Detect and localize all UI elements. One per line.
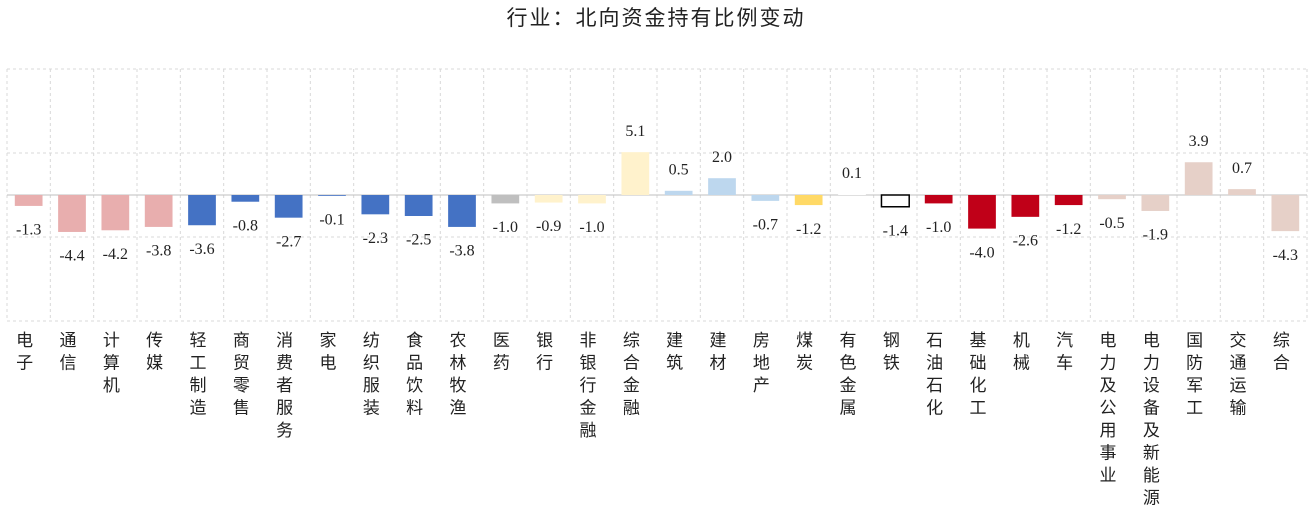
bar	[751, 195, 780, 201]
data-label: 0.7	[1232, 160, 1252, 177]
data-label: 2.0	[712, 149, 732, 166]
bar	[534, 195, 563, 203]
data-label: 0.1	[842, 165, 862, 182]
bar	[318, 195, 346, 196]
bar	[1228, 189, 1256, 195]
data-label: 3.9	[1189, 133, 1209, 150]
x-tick-label: 电力及公用事业	[1100, 331, 1117, 485]
x-tick-label: 基础化工	[970, 331, 987, 418]
data-label: -1.0	[579, 219, 604, 236]
x-tick-label: 钢铁	[883, 331, 900, 373]
data-label: -0.9	[536, 218, 561, 235]
bar	[101, 195, 130, 231]
data-label: -1.9	[1143, 227, 1168, 244]
data-label: -4.4	[59, 248, 84, 265]
data-label: -1.2	[796, 221, 821, 238]
bar	[880, 194, 910, 208]
x-tick-label: 通信	[60, 331, 77, 373]
data-label: -1.4	[883, 222, 908, 239]
bar	[578, 195, 606, 204]
data-label: -0.1	[319, 212, 344, 229]
bar	[708, 178, 736, 195]
data-label: -4.3	[1273, 247, 1298, 264]
bar	[231, 195, 260, 202]
data-label: -1.3	[16, 222, 41, 239]
x-tick-label: 电力设备及新能源	[1143, 331, 1160, 508]
data-label: -0.5	[1099, 215, 1124, 232]
x-tick-label: 电子	[16, 331, 33, 373]
x-tick-label: 非银行金融	[580, 331, 597, 440]
data-label: 5.1	[625, 123, 645, 140]
x-tick-label: 煤炭	[796, 331, 813, 373]
data-label: -1.2	[1056, 221, 1081, 238]
bar	[404, 195, 433, 216]
bar	[274, 195, 303, 218]
bar	[968, 195, 996, 229]
x-tick-label: 消费者服务	[276, 331, 293, 440]
x-tick-label: 机械	[1013, 331, 1030, 373]
data-label: 0.5	[669, 161, 689, 178]
x-tick-label: 医药	[493, 331, 510, 373]
bar	[1184, 162, 1213, 195]
x-tick-label: 石油石化	[926, 331, 943, 418]
data-label: -2.5	[406, 232, 431, 249]
bar	[621, 152, 650, 195]
bar	[1011, 195, 1040, 217]
data-label: -1.0	[926, 219, 951, 236]
data-label: -2.6	[1013, 233, 1038, 250]
x-tick-label: 国防军工	[1186, 331, 1203, 418]
bar	[448, 195, 476, 227]
x-tick-label: 银行	[536, 331, 553, 373]
x-tick-label: 家电	[320, 331, 337, 373]
x-tick-label: 房地产	[753, 331, 770, 395]
x-tick-label: 农林牧渔	[450, 331, 467, 418]
x-tick-label: 有色金属	[840, 331, 857, 418]
x-tick-label: 商贸零售	[233, 331, 250, 418]
data-label: -0.8	[233, 217, 258, 234]
bar	[1098, 195, 1126, 200]
data-label: -2.3	[363, 230, 388, 247]
data-label: -4.2	[103, 246, 128, 263]
x-tick-label: 综合金融	[623, 331, 640, 418]
bar	[794, 195, 823, 206]
x-tick-label: 综合	[1273, 331, 1290, 373]
x-tick-label: 传媒	[146, 331, 163, 373]
x-tick-label: 交通运输	[1230, 331, 1247, 418]
bar	[144, 195, 173, 227]
x-tick-label: 轻工制造	[190, 331, 207, 418]
data-label: -2.7	[276, 233, 301, 250]
bar	[1054, 195, 1083, 206]
x-tick-label: 建材	[710, 331, 727, 373]
bar	[491, 195, 520, 204]
bar	[14, 195, 43, 206]
x-tick-label: 计算机	[103, 331, 120, 395]
bar	[361, 195, 390, 215]
bar	[838, 194, 866, 195]
data-label: -1.0	[493, 219, 518, 236]
bar	[188, 195, 216, 226]
x-tick-label: 食品饮料	[406, 331, 423, 418]
data-label: -3.8	[146, 243, 171, 260]
data-label: -3.8	[449, 243, 474, 260]
x-tick-label: 建筑	[666, 331, 683, 373]
x-tick-label: 纺织服装	[363, 331, 380, 418]
chart-title: 行业：北向资金持有比例变动	[507, 6, 806, 30]
bar	[58, 195, 86, 232]
data-label: -0.7	[753, 217, 778, 234]
bar	[1271, 195, 1300, 232]
bar	[1141, 195, 1170, 211]
data-label: -4.0	[969, 244, 994, 261]
data-label: -3.6	[189, 241, 214, 258]
bar	[924, 195, 953, 204]
bar	[664, 190, 693, 195]
x-tick-label: 汽车	[1056, 331, 1073, 373]
